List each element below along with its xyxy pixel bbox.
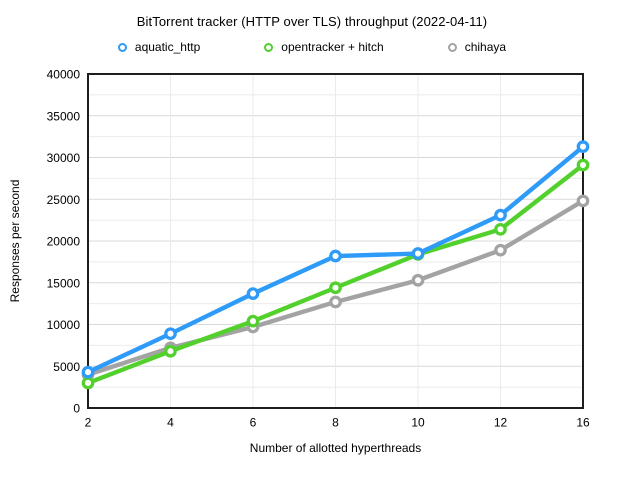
y-tick-label: 20000 (47, 235, 81, 249)
data-point-marker (329, 295, 342, 309)
y-tick-label: 0 (73, 402, 80, 416)
data-point-marker (576, 158, 590, 172)
y-tick-label: 10000 (47, 318, 81, 332)
legend-label: aquatic_http (134, 40, 201, 54)
legend-label: chihaya (464, 40, 507, 54)
y-tick-label: 30000 (47, 151, 81, 165)
data-point-marker (246, 287, 260, 300)
x-tick-label: 4 (167, 416, 174, 430)
y-tick-label: 35000 (47, 109, 81, 123)
x-tick-label: 8 (332, 416, 339, 430)
x-axis-title: Number of allotted hyperthreads (249, 441, 422, 455)
data-point-marker (494, 208, 507, 222)
legend-marker-icon (117, 42, 127, 52)
x-tick-label: 10 (411, 416, 425, 430)
x-tick-label: 2 (85, 416, 92, 430)
y-tick-label: 15000 (47, 276, 81, 290)
gridlines (88, 74, 583, 408)
data-point-marker (329, 281, 342, 295)
data-point-marker (246, 314, 260, 328)
legend-item-chihaya: chihaya (447, 40, 507, 54)
y-tick-label: 25000 (47, 193, 81, 207)
y-tick-label: 5000 (53, 360, 80, 374)
data-point-marker (329, 249, 342, 263)
legend-label: opentracker + hitch (281, 40, 384, 54)
data-point-marker (576, 194, 590, 208)
data-point-marker (164, 327, 177, 341)
data-point-marker (164, 344, 177, 358)
data-point-marker (411, 273, 425, 287)
legend-marker-icon (447, 42, 457, 52)
data-point-marker (576, 140, 590, 153)
x-tick-label: 6 (250, 416, 257, 430)
data-point-marker (494, 243, 507, 257)
data-point-marker (411, 247, 425, 260)
data-point-marker (494, 222, 507, 236)
chart-legend: aquatic_http opentracker + hitch chihaya (0, 40, 624, 54)
plot-border (87, 73, 584, 409)
x-tick-label: 12 (494, 416, 508, 430)
data-point-marker (81, 376, 95, 390)
data-point-marker (81, 365, 95, 379)
legend-marker-icon (264, 42, 274, 52)
chart-title: BitTorrent tracker (HTTP over TLS) throu… (136, 14, 488, 29)
y-tick-label: 40000 (47, 68, 81, 82)
legend-item-aquatic_http: aquatic_http (117, 40, 201, 54)
x-tick-label: 16 (576, 416, 590, 430)
y-axis-title: Responses per second (8, 179, 22, 303)
legend-item-opentracker-hitch: opentracker + hitch (264, 40, 384, 54)
series-aquatic_http (81, 140, 590, 379)
